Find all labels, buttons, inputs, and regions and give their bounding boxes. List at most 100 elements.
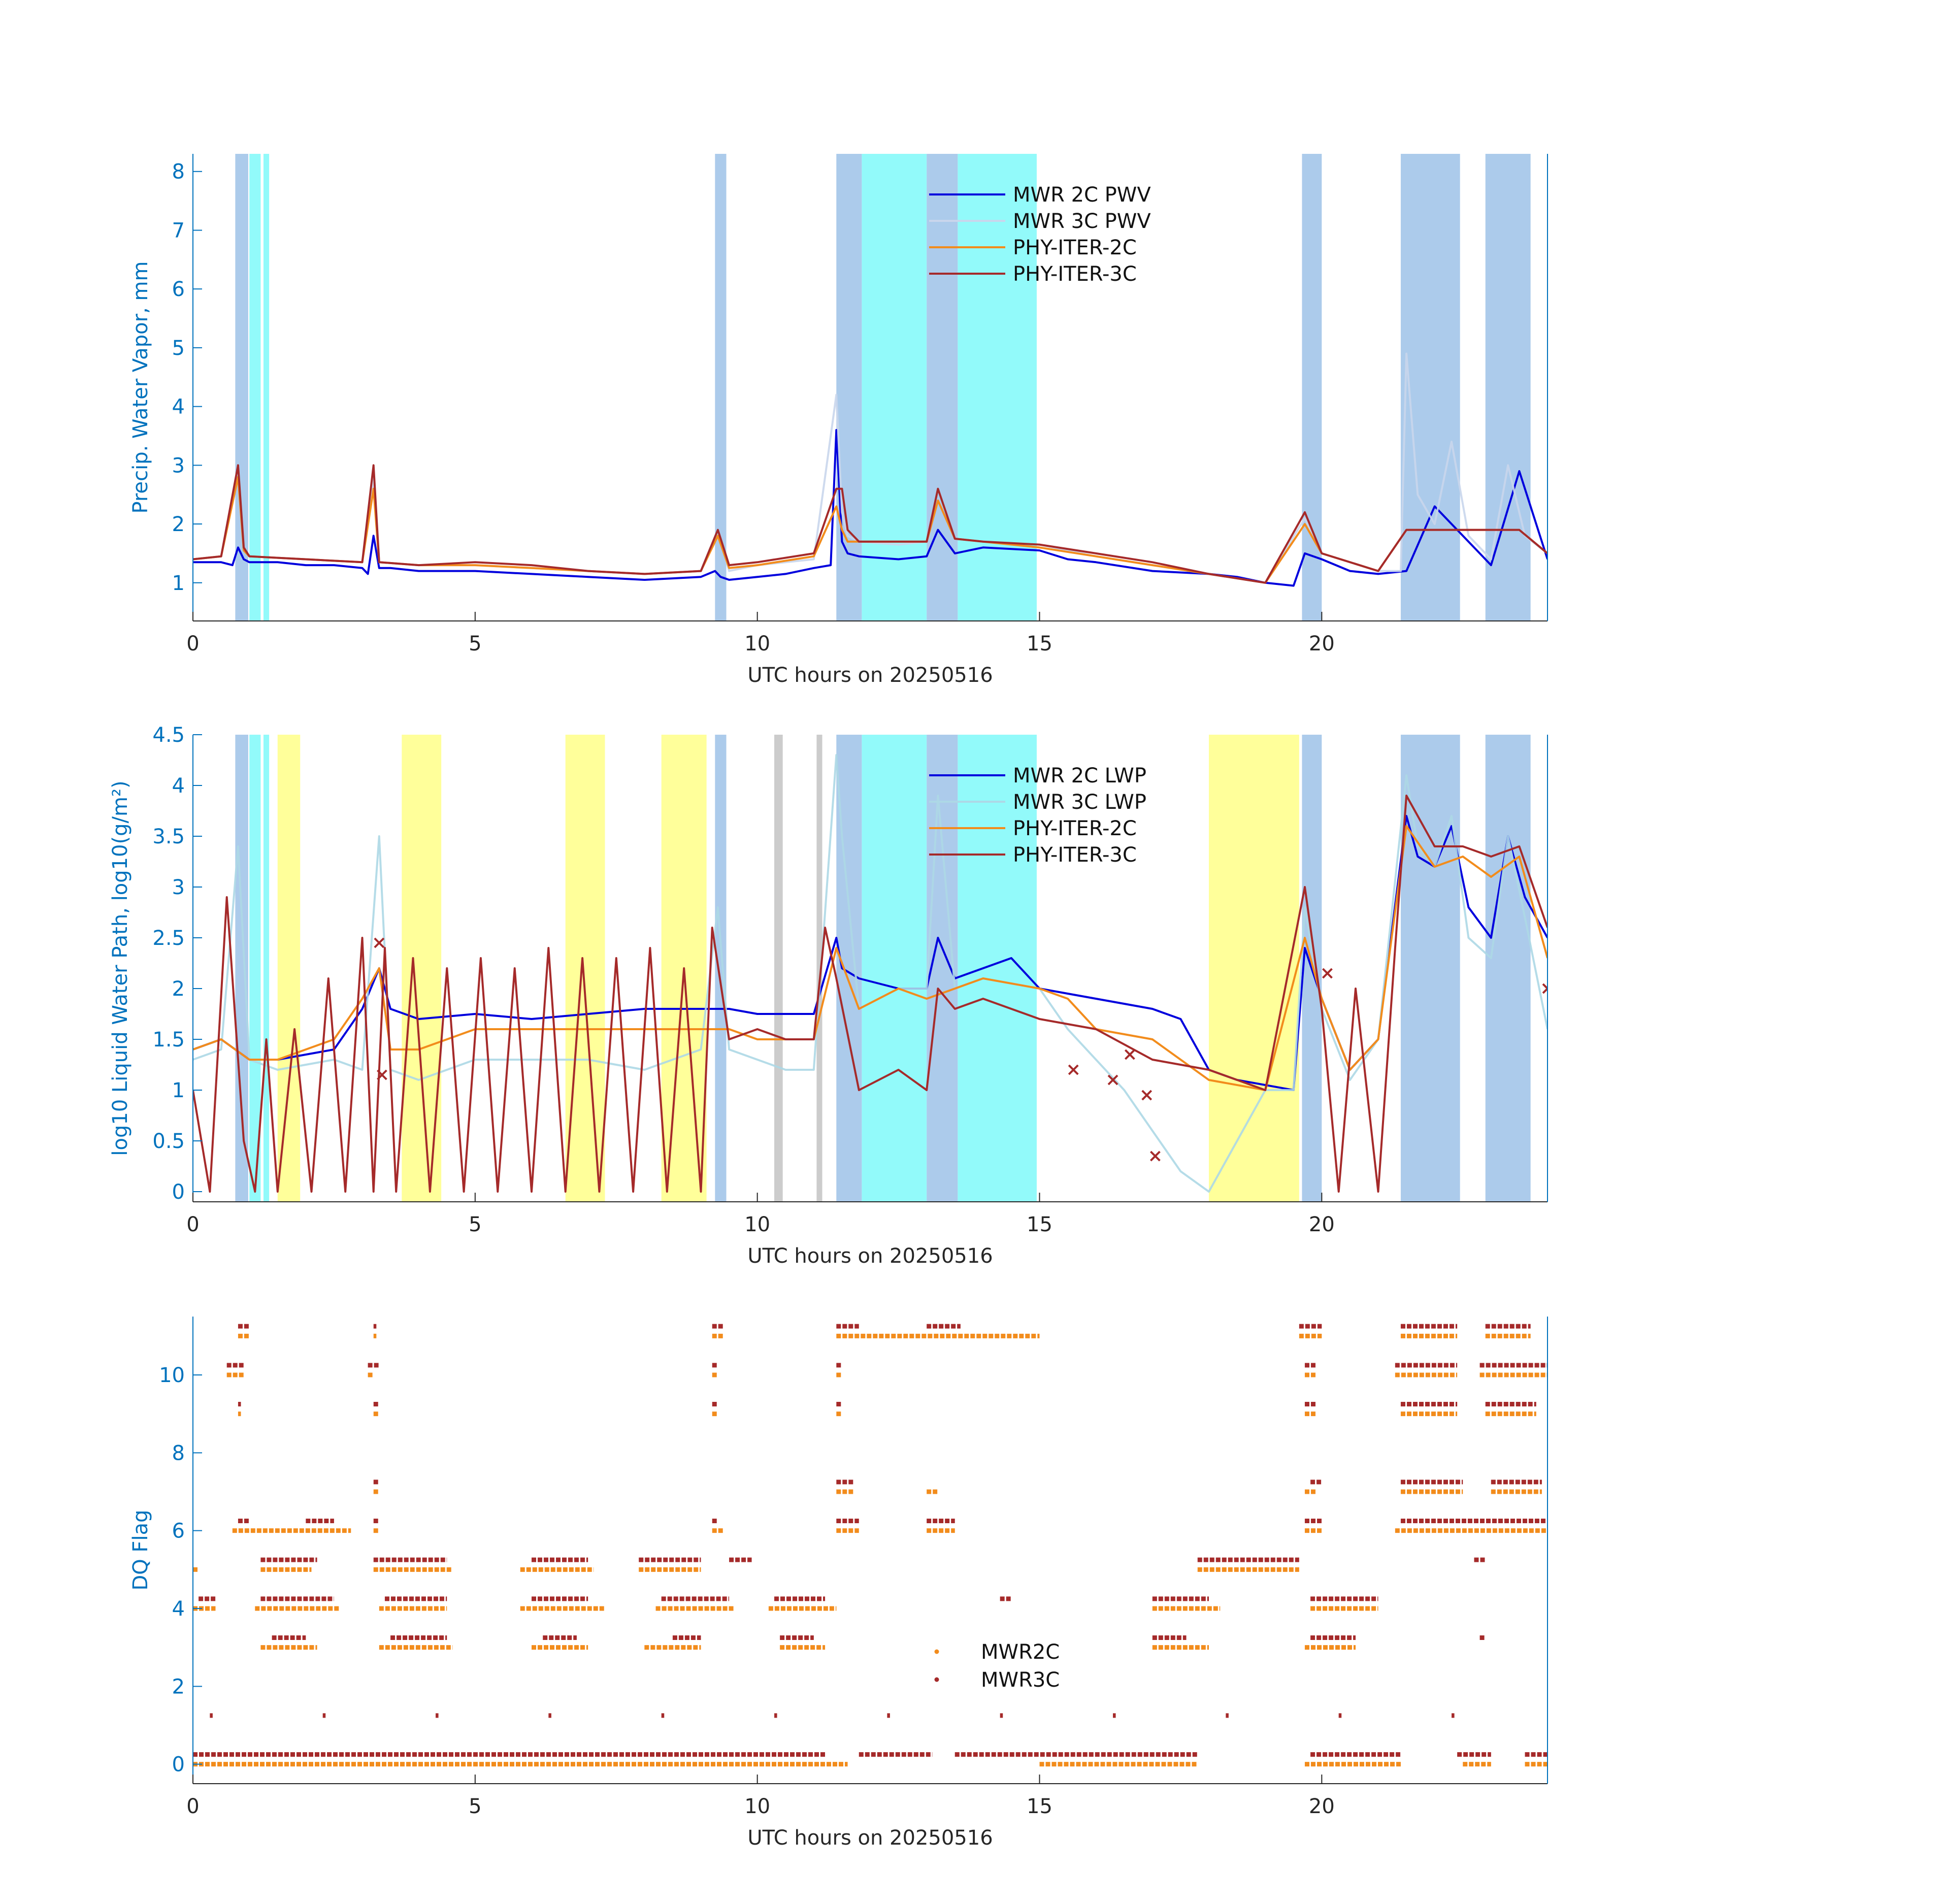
y-axis-label: log10 Liquid Water Path, log10(g/m²) [109,780,132,1156]
y-tick-label: 2.5 [152,927,185,950]
x-axis-label: UTC hours on 20250516 [747,1244,993,1268]
x-tick-label: 20 [1309,1795,1335,1818]
shaded-interval-steelblue [1302,154,1322,621]
y-tick-label: 1 [172,572,185,595]
x-marker-stroke [1107,1074,1118,1086]
legend-entry: MWR2C [981,1640,1060,1664]
shaded-interval-cyan [249,154,261,621]
legend-entry: MWR 2C LWP [1013,764,1146,787]
legend: MWR2C MWR3C [934,1640,1060,1692]
shaded-interval-steelblue [715,735,727,1202]
x-tick-label: 5 [469,1795,481,1818]
shaded-interval-cyan [862,154,927,621]
y-tick-label: 3 [172,454,185,477]
x-tick-label: 10 [744,1213,770,1236]
plot-area [193,154,1548,621]
shaded-interval-gray [774,735,783,1202]
legend-entry: MWR3C [981,1668,1060,1692]
shaded-interval-steelblue [836,154,862,621]
y-tick-label: 8 [172,1441,185,1465]
y-tick-label: 4 [172,774,185,798]
shaded-interval-cyan [263,154,270,621]
series-line-4 [193,795,1548,1193]
x-tick-label: 0 [186,1213,199,1236]
shaded-interval-yellow [277,735,301,1202]
panel-1: 0 5 10 15 20 1 2 3 4 5 6 7 8 UTC hours on 20250516 Pre… [129,154,1548,687]
x-marker [1322,968,1333,979]
legend-entry: PHY-ITER-2C [1013,236,1137,259]
x-marker-stroke [1542,987,1548,994]
x-tick-label: 15 [1027,632,1052,655]
y-tick-label: 6 [172,278,185,301]
series-line-3 [193,825,1548,1091]
y-tick-label: 5 [172,337,185,360]
shaded-interval-cyan [249,735,261,1202]
y-axis-label: DQ Flag [129,1509,152,1590]
y-tick-label: 2 [172,1675,185,1698]
y-tick-label: 1.5 [152,1028,185,1052]
legend-swatch [934,1649,939,1654]
legend: MWR 2C LWP MWR 3C LWP PHY-ITER-2C PHY-ITER-… [929,764,1146,867]
y-tick-label: 0 [172,1180,185,1204]
y-tick-label: 4.5 [152,724,185,747]
series-line-4 [193,464,1548,584]
x-tick-label: 20 [1309,1213,1335,1236]
y-tick-label: 0.5 [152,1130,185,1153]
x-tick-label: 10 [744,1795,770,1818]
x-marker [1107,1074,1118,1086]
x-axis-label: UTC hours on 20250516 [747,664,993,687]
y-tick-label: 3 [172,876,185,899]
plot-area [193,1324,1548,1767]
shaded-interval-steelblue [1400,154,1460,621]
y-tick-label: 4 [172,396,185,419]
y-tick-label: 2 [172,977,185,1001]
shaded-interval-steelblue [235,735,248,1202]
x-marker [374,937,385,948]
legend-entry: MWR 2C PWV [1013,183,1151,207]
x-tick-label: 5 [469,632,481,655]
x-axis-label: UTC hours on 20250516 [747,1826,993,1850]
panel-3: 0 5 10 15 20 0 2 4 6 8 10 UTC hours on 20250516 DQ F… [129,1317,1548,1850]
legend-swatch [934,1677,939,1682]
y-tick-label: 4 [172,1597,185,1621]
legend-entry: MWR 3C LWP [1013,791,1146,814]
x-tick-label: 15 [1027,1795,1052,1818]
plot-area [193,735,1548,1202]
y-tick-label: 1 [172,1079,185,1102]
y-tick-label: 3.5 [152,825,185,848]
panel-2: 0 5 10 15 20 0 0.5 1 1.5 2 2.5 3 3.5 4 4.5 UTC hours on… [109,724,1548,1268]
x-tick-label: 0 [186,1795,199,1818]
x-marker-stroke [1124,1049,1135,1060]
y-tick-label: 8 [172,160,185,184]
shaded-interval-yellow [1209,735,1299,1202]
x-marker [1141,1090,1153,1101]
legend-entry: PHY-ITER-2C [1013,817,1137,840]
shaded-interval-cyan [958,735,1037,1202]
legend: MWR 2C PWV MWR 3C PWV PHY-ITER-2C PHY-ITER-… [929,183,1151,286]
shaded-interval-yellow [565,735,605,1202]
x-tick-label: 5 [469,1213,481,1236]
x-marker [376,1069,387,1080]
shaded-interval-cyan [862,735,927,1202]
x-marker [1124,1049,1135,1060]
y-tick-label: 6 [172,1520,185,1543]
legend-entry: PHY-ITER-3C [1013,843,1137,867]
legend-entry: MWR 3C PWV [1013,210,1151,233]
x-tick-label: 0 [186,632,199,655]
x-marker-stroke [1141,1090,1153,1101]
x-tick-label: 10 [744,632,770,655]
x-marker-stroke [1149,1151,1161,1162]
x-marker-stroke [1322,968,1333,979]
x-tick-label: 15 [1027,1213,1052,1236]
y-tick-label: 7 [172,219,185,242]
shaded-interval-gray [816,735,822,1202]
y-axis-label: Precip. Water Vapor, mm [129,261,152,514]
shaded-interval-steelblue [1400,735,1460,1202]
y-tick-label: 10 [159,1364,185,1387]
x-marker-stroke [376,1069,387,1080]
x-marker [1542,983,1548,994]
y-tick-label: 2 [172,513,185,536]
legend-entry: PHY-ITER-3C [1013,262,1137,286]
shaded-interval-cyan [263,735,270,1202]
